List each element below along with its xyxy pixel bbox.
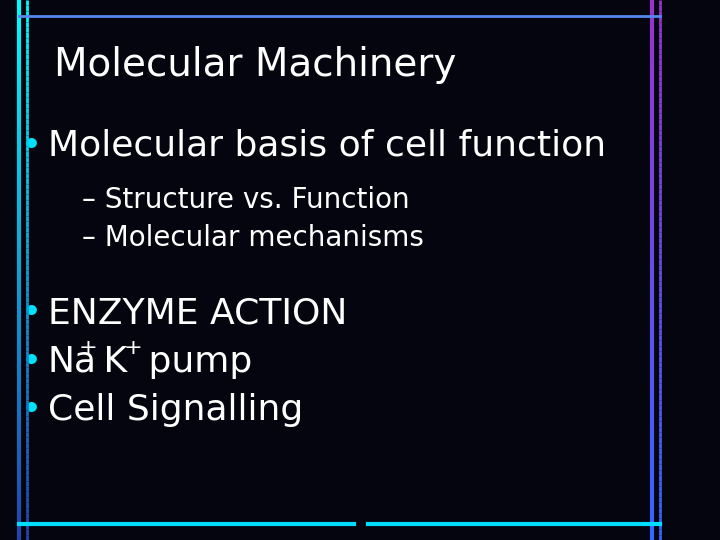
Text: +: + — [124, 338, 143, 358]
Text: ENZYME ACTION: ENZYME ACTION — [48, 296, 347, 330]
Text: •: • — [20, 345, 42, 379]
Text: pump: pump — [138, 345, 253, 379]
Text: Cell Signalling: Cell Signalling — [48, 394, 303, 427]
Text: •: • — [20, 394, 42, 427]
Text: Molecular basis of cell function: Molecular basis of cell function — [48, 129, 606, 163]
Text: K: K — [92, 345, 127, 379]
Text: +: + — [78, 338, 98, 358]
Text: •: • — [20, 296, 42, 330]
Text: – Structure vs. Function: – Structure vs. Function — [81, 186, 410, 214]
Text: Na: Na — [48, 345, 96, 379]
Text: •: • — [20, 129, 42, 163]
Text: – Molecular mechanisms: – Molecular mechanisms — [81, 224, 423, 252]
Text: Molecular Machinery: Molecular Machinery — [55, 46, 457, 84]
